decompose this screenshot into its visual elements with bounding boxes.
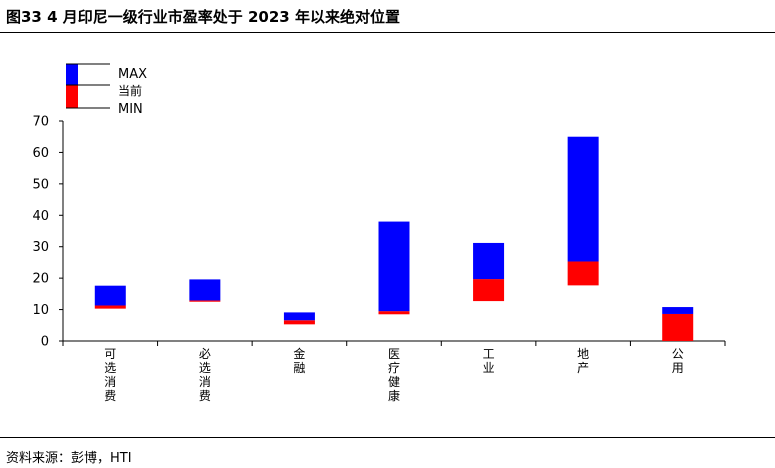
bar-lower-segment <box>662 313 694 341</box>
bar-upper-segment <box>473 242 505 280</box>
y-tick-label: 20 <box>32 272 49 287</box>
y-tick-label: 60 <box>32 146 49 161</box>
bar-upper-segment <box>94 285 126 306</box>
legend-current-label: 当前 <box>118 83 142 98</box>
bar-upper-segment <box>567 136 599 262</box>
y-tick-label: 50 <box>32 177 49 192</box>
bar-lower-segment <box>378 311 410 315</box>
y-tick-label: 40 <box>32 209 49 224</box>
footer-divider <box>0 437 775 438</box>
x-tick-label: 地产 <box>577 347 589 375</box>
title-divider <box>0 32 775 33</box>
bar-lower-segment <box>283 320 315 325</box>
y-tick-label: 30 <box>32 240 49 255</box>
x-tick-label: 金融 <box>293 346 305 375</box>
bar-upper-segment <box>283 312 315 321</box>
bar-lower-segment <box>189 300 221 302</box>
x-tick-label: 可选消费 <box>104 347 116 403</box>
chart-title: 图33 4 月印尼一级行业市盈率处于 2023 年以来绝对位置 <box>6 8 400 26</box>
legend-min-label: MIN <box>118 102 143 117</box>
bar-lower-segment <box>567 261 599 286</box>
x-tick-label: 医疗健康 <box>388 347 400 403</box>
bar-upper-segment <box>662 307 694 314</box>
legend-min-swatch <box>66 85 78 108</box>
x-tick-label: 公用 <box>672 347 684 375</box>
legend-max-label: MAX <box>118 67 147 82</box>
bar-lower-segment <box>94 305 126 309</box>
chart: 0 10 20 30 40 50 60 70 可选消费 必选消费 金融 医疗健康 工业 地产 公用 MAX当前… <box>32 63 726 403</box>
x-tick-label: 工业 <box>483 347 495 375</box>
source-note: 资料来源：彭博，HTI <box>6 451 132 466</box>
y-tick-label: 10 <box>32 303 49 318</box>
bar-lower-segment <box>473 279 505 302</box>
x-tick-label: 必选消费 <box>199 347 211 403</box>
y-tick-label: 0 <box>41 335 49 350</box>
legend-max-swatch <box>66 64 78 85</box>
bar-upper-segment <box>378 221 410 312</box>
bar-upper-segment <box>189 279 221 301</box>
y-tick-label: 70 <box>32 115 49 130</box>
